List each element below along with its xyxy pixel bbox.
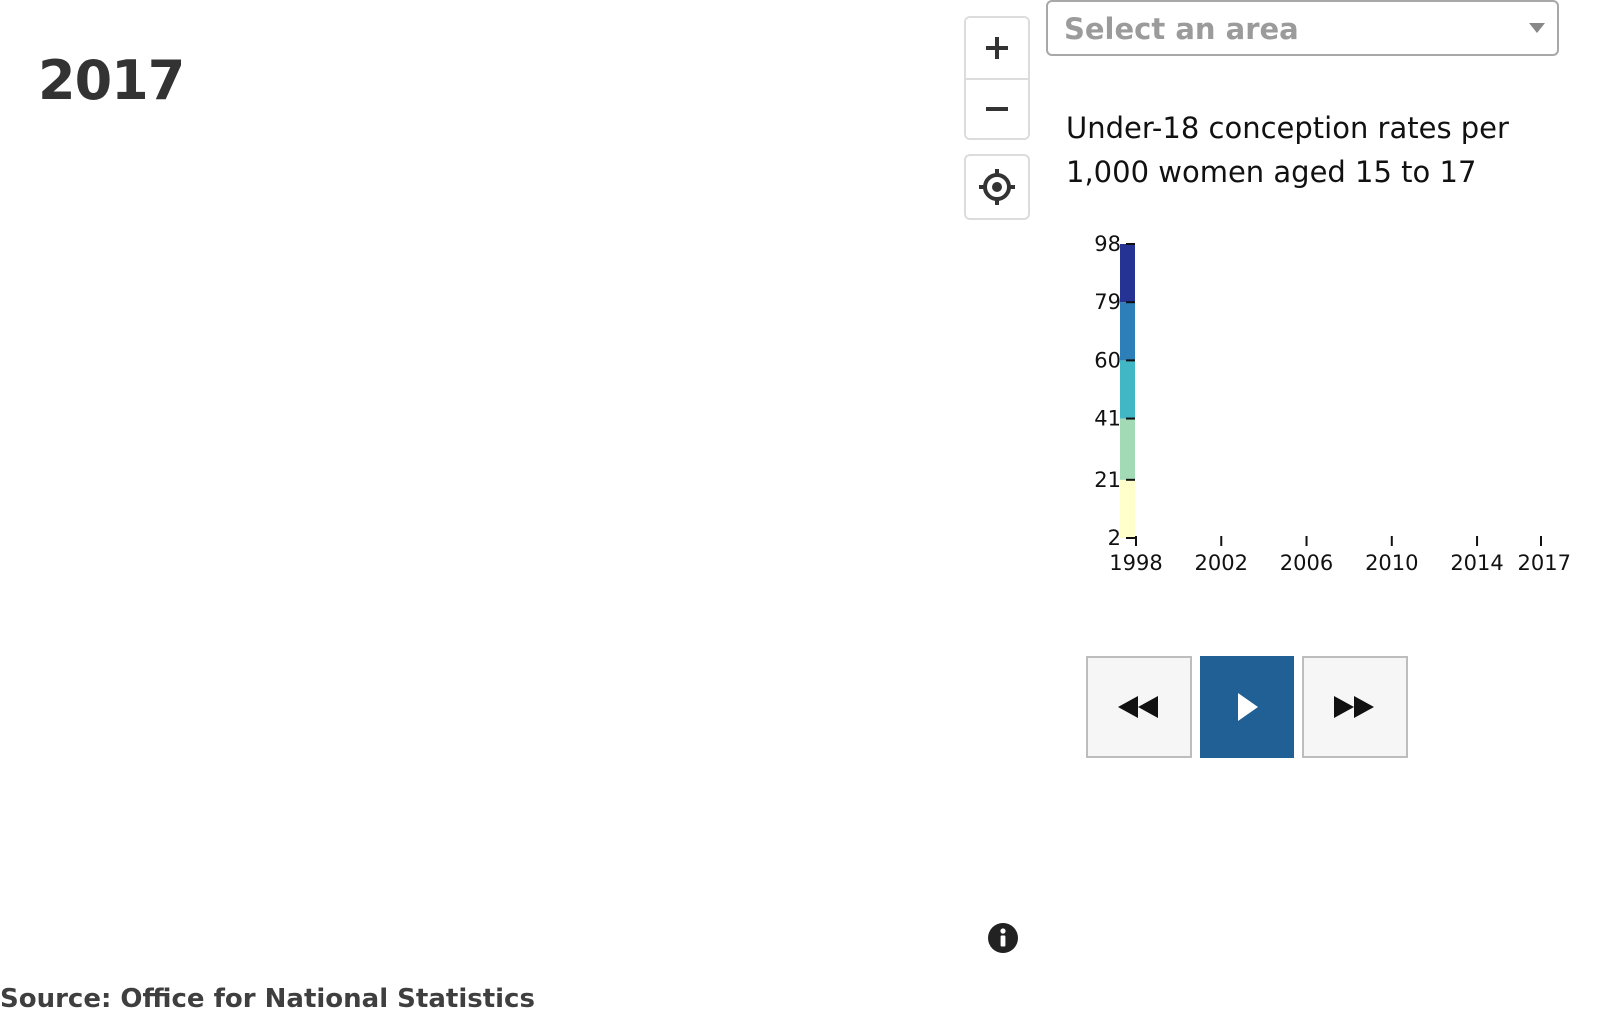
area-select-dropdown[interactable]: Select an area [1046,0,1559,56]
locate-button[interactable] [964,154,1030,220]
y-tick-label: 41 [1094,407,1121,431]
legend-chart: 2 21 41 60 79 98 1998 2002 2006 2010 2014 2017 [1080,226,1597,586]
legend-color-band [1120,244,1135,303]
x-tick-label: 2017 [1518,551,1571,575]
legend-title: Under-18 conception rates per 1,000 wome… [1066,111,1509,189]
play-button[interactable] [1200,656,1294,758]
legend-chart-svg: 2 21 41 60 79 98 1998 2002 2006 2010 2014 2017 [1094,232,1571,575]
source-text: Source: Office for National Statistics [0,984,535,1014]
x-tick-label: 2010 [1365,551,1418,575]
legend-color-band [1120,418,1135,480]
legend-color-band [1120,302,1135,361]
minus-icon [986,107,1008,111]
y-tick-label: 21 [1094,468,1121,492]
play-icon [1238,693,1258,721]
info-icon [988,923,1018,953]
x-tick-label: 2014 [1450,551,1503,575]
y-tick-label: 60 [1094,348,1121,372]
chevron-down-icon [1529,23,1545,33]
map-canvas[interactable] [0,0,960,980]
plus-icon [986,37,1008,59]
y-tick-label: 2 [1108,526,1121,550]
rewind-icon [1118,696,1158,718]
locate-icon [979,169,1015,205]
y-tick-label: 79 [1094,290,1121,314]
legend-color-band [1120,479,1135,538]
y-tick-label: 98 [1094,232,1121,256]
x-tick-label: 2002 [1195,551,1248,575]
zoom-in-button[interactable] [966,18,1028,78]
x-tick-label: 1998 [1109,551,1162,575]
info-button[interactable] [988,923,1018,953]
x-tick-label: 2006 [1280,551,1333,575]
fast-forward-icon [1334,696,1374,718]
rewind-button[interactable] [1086,656,1192,758]
legend-color-band [1120,360,1135,419]
year-title: 2017 [38,49,185,112]
zoom-control [964,16,1030,140]
area-select-placeholder: Select an area [1064,12,1299,46]
zoom-out-button[interactable] [966,78,1028,138]
fast-forward-button[interactable] [1302,656,1408,758]
